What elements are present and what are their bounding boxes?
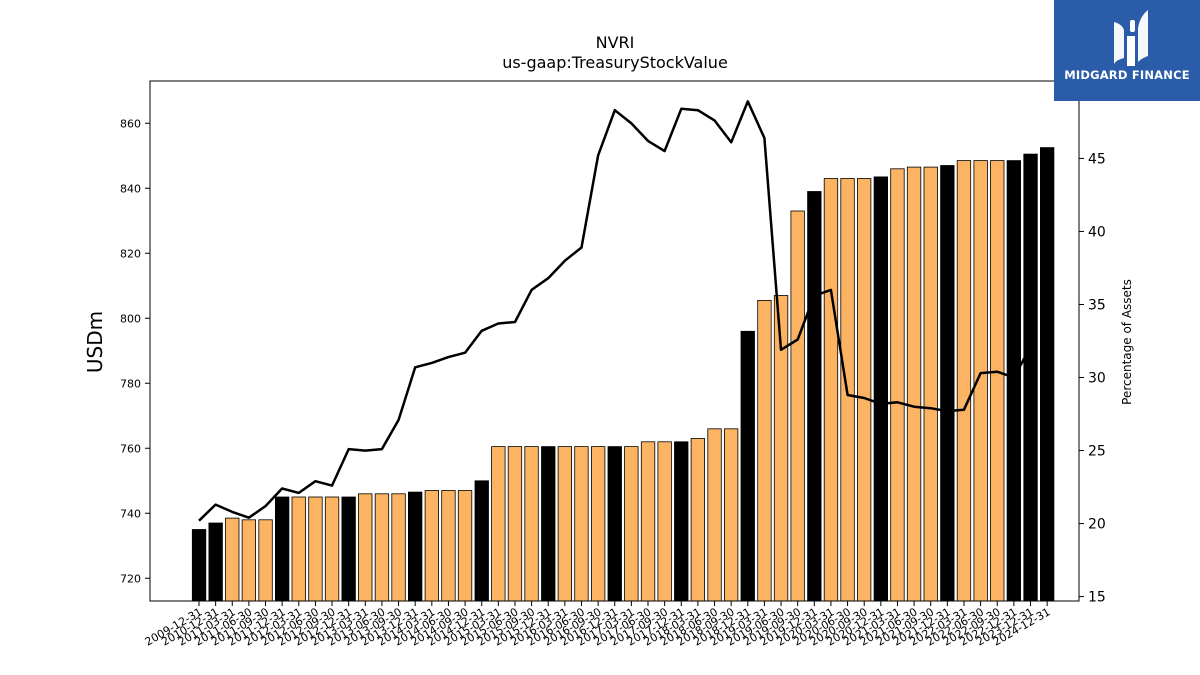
bar xyxy=(457,490,473,602)
bar xyxy=(724,428,739,602)
y-axis-label: USDm xyxy=(83,311,107,373)
y-tick-label: 800 xyxy=(120,312,141,325)
bar xyxy=(956,160,972,602)
logo-text: MIDGARD FINANCE xyxy=(1064,68,1190,82)
y-tick-label: 760 xyxy=(120,442,141,455)
bar xyxy=(1023,153,1038,602)
bar xyxy=(640,441,656,602)
y-tick-label: 740 xyxy=(120,507,141,520)
bar xyxy=(225,517,240,602)
y-tick-label: 720 xyxy=(120,572,141,585)
y2-tick-label: 40 xyxy=(1088,224,1106,240)
y2-tick-label: 30 xyxy=(1088,371,1106,387)
y2-tick-label: 35 xyxy=(1088,297,1106,313)
bar xyxy=(474,480,489,602)
bar xyxy=(1040,147,1055,602)
bar xyxy=(624,446,639,602)
bar xyxy=(557,446,572,602)
y2-tick-label: 25 xyxy=(1088,444,1106,460)
bar xyxy=(707,428,722,602)
bar xyxy=(607,446,622,602)
bar xyxy=(241,519,257,602)
bar xyxy=(690,438,705,602)
bar xyxy=(940,165,955,602)
percentage-line xyxy=(198,100,1032,522)
bar xyxy=(873,176,888,602)
bar xyxy=(807,191,822,602)
bar xyxy=(740,330,755,602)
y2-tick-label: 45 xyxy=(1088,151,1106,167)
bar xyxy=(757,299,772,602)
bar xyxy=(258,519,273,602)
chart-subtitle: us-gaap:TreasuryStockValue xyxy=(502,53,728,72)
bar xyxy=(341,496,356,602)
bar xyxy=(441,490,456,602)
y2-axis-label: Percentage of Assets xyxy=(1120,279,1134,405)
bar xyxy=(291,496,306,602)
plot-area: 7207407607808008208408601520253035404520… xyxy=(120,80,1106,649)
chart-title: NVRI xyxy=(596,33,635,52)
bar xyxy=(491,446,506,602)
bar xyxy=(990,160,1005,602)
bar xyxy=(923,166,938,602)
bar xyxy=(857,178,872,602)
bar xyxy=(574,446,589,602)
bar xyxy=(424,490,440,602)
bar xyxy=(191,529,207,602)
bar xyxy=(591,446,606,602)
bar xyxy=(358,493,373,602)
bar xyxy=(657,441,672,602)
y-tick-label: 780 xyxy=(120,377,141,390)
y-tick-label: 840 xyxy=(120,182,141,195)
bar xyxy=(823,178,839,602)
bar xyxy=(1006,160,1021,602)
bar xyxy=(208,522,223,602)
y2-tick-label: 15 xyxy=(1088,590,1106,606)
bar xyxy=(674,441,689,602)
bar xyxy=(274,496,290,602)
y2-tick-label: 20 xyxy=(1088,517,1106,533)
bar xyxy=(407,491,423,602)
bar xyxy=(507,446,523,602)
bar xyxy=(374,493,390,602)
bar xyxy=(890,168,905,602)
bar xyxy=(391,493,406,602)
midgard-logo-icon xyxy=(1114,10,1148,66)
bar xyxy=(541,446,556,602)
bar xyxy=(524,446,539,602)
bar xyxy=(790,210,805,602)
bar xyxy=(906,166,922,602)
bar xyxy=(324,496,340,602)
y-tick-label: 820 xyxy=(120,247,141,260)
y-tick-label: 860 xyxy=(120,117,141,130)
bar xyxy=(308,496,323,602)
brand-logo: MIDGARD FINANCE xyxy=(1054,0,1200,101)
